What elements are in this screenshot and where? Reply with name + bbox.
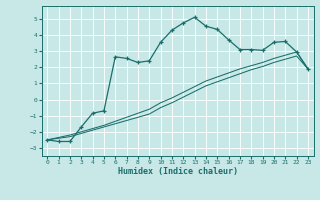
X-axis label: Humidex (Indice chaleur): Humidex (Indice chaleur): [118, 167, 237, 176]
